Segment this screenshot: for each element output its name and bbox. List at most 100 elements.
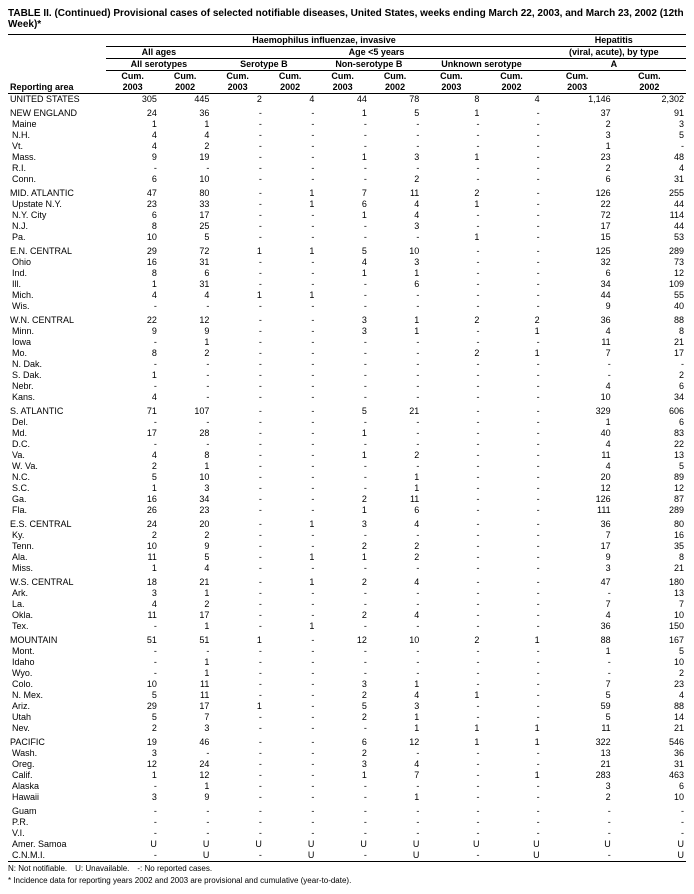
value-cell: 40 xyxy=(613,301,686,312)
value-cell: - xyxy=(369,461,421,472)
value-cell: - xyxy=(421,439,481,450)
value-cell: 283 xyxy=(542,770,613,781)
area-cell: Hawaii xyxy=(8,792,106,803)
value-cell: - xyxy=(264,337,316,348)
value-cell: - xyxy=(369,381,421,392)
value-cell: - xyxy=(211,505,263,516)
value-cell: 4 xyxy=(159,130,211,141)
value-cell: 4 xyxy=(106,392,158,403)
area-cell: Amer. Samoa xyxy=(8,839,106,850)
area-cell: Mass. xyxy=(8,152,106,163)
value-cell: 4 xyxy=(542,461,613,472)
table-row: E.N. CENTRAL297211510--125289 xyxy=(8,246,686,257)
value-cell: 12 xyxy=(316,635,368,646)
col-cum-2002: Cum. 2002 xyxy=(613,71,686,94)
table-row: Wyo.-1-------2 xyxy=(8,668,686,679)
table-row: Fla.2623--16--111289 xyxy=(8,505,686,516)
value-cell: 4 xyxy=(542,439,613,450)
value-cell: 21 xyxy=(159,577,211,588)
value-cell: - xyxy=(481,163,541,174)
value-cell: - xyxy=(369,668,421,679)
value-cell: - xyxy=(369,232,421,243)
table-row: Ala.115-112--98 xyxy=(8,552,686,563)
value-cell: U xyxy=(542,839,613,850)
value-cell: - xyxy=(481,417,541,428)
value-cell: - xyxy=(369,417,421,428)
value-cell: - xyxy=(211,657,263,668)
value-cell: - xyxy=(481,748,541,759)
value-cell: - xyxy=(211,563,263,574)
value-cell: 322 xyxy=(542,737,613,748)
value-cell: 11 xyxy=(369,188,421,199)
value-cell: - xyxy=(421,519,481,530)
value-cell: 9 xyxy=(542,552,613,563)
value-cell: - xyxy=(211,130,263,141)
value-cell: - xyxy=(264,679,316,690)
value-cell: 5 xyxy=(106,472,158,483)
area-cell: N.J. xyxy=(8,221,106,232)
value-cell: 3 xyxy=(542,563,613,574)
area-cell: N.C. xyxy=(8,472,106,483)
value-cell: 1 xyxy=(542,141,613,152)
value-cell: - xyxy=(481,439,541,450)
value-cell: 10 xyxy=(106,232,158,243)
value-cell: 6 xyxy=(613,381,686,392)
value-cell: 12 xyxy=(106,759,158,770)
value-cell: - xyxy=(264,163,316,174)
value-cell: 13 xyxy=(613,588,686,599)
value-cell: - xyxy=(264,723,316,734)
value-cell: - xyxy=(264,268,316,279)
table-title: TABLE II. (Continued) Provisional cases … xyxy=(8,8,686,30)
value-cell: 107 xyxy=(159,406,211,417)
value-cell: - xyxy=(106,828,158,839)
value-cell: 126 xyxy=(542,494,613,505)
value-cell: U xyxy=(481,850,541,862)
table-row: Mont.--------15 xyxy=(8,646,686,657)
value-cell: - xyxy=(159,163,211,174)
value-cell: 51 xyxy=(106,635,158,646)
value-cell: - xyxy=(316,723,368,734)
value-cell: 29 xyxy=(106,701,158,712)
value-cell: - xyxy=(481,541,541,552)
area-cell: S. Dak. xyxy=(8,370,106,381)
hdr-non-sero-b: Non-serotype B xyxy=(316,59,421,71)
value-cell: - xyxy=(211,417,263,428)
value-cell: - xyxy=(316,621,368,632)
value-cell: 1 xyxy=(106,563,158,574)
value-cell: 4 xyxy=(369,690,421,701)
value-cell: 1 xyxy=(264,552,316,563)
value-cell: 150 xyxy=(613,621,686,632)
value-cell: - xyxy=(106,337,158,348)
value-cell: - xyxy=(211,337,263,348)
area-cell: Nev. xyxy=(8,723,106,734)
value-cell: 11 xyxy=(542,337,613,348)
value-cell: 6 xyxy=(316,737,368,748)
value-cell: - xyxy=(421,370,481,381)
value-cell: - xyxy=(106,417,158,428)
value-cell: 4 xyxy=(106,141,158,152)
value-cell: - xyxy=(211,450,263,461)
value-cell: 1 xyxy=(316,210,368,221)
value-cell: - xyxy=(211,221,263,232)
value-cell: 2,302 xyxy=(613,94,686,106)
value-cell: 329 xyxy=(542,406,613,417)
value-cell: - xyxy=(481,221,541,232)
area-cell: S.C. xyxy=(8,483,106,494)
value-cell: - xyxy=(316,657,368,668)
area-cell: Del. xyxy=(8,417,106,428)
area-cell: MID. ATLANTIC xyxy=(8,188,106,199)
table-row: Upstate N.Y.2333-1641-2244 xyxy=(8,199,686,210)
value-cell: - xyxy=(211,268,263,279)
value-cell: - xyxy=(481,152,541,163)
table-row: R.I.--------24 xyxy=(8,163,686,174)
table-row: Alaska-1------36 xyxy=(8,781,686,792)
value-cell: 22 xyxy=(542,199,613,210)
value-cell: - xyxy=(264,370,316,381)
value-cell: 47 xyxy=(542,577,613,588)
value-cell: - xyxy=(481,621,541,632)
value-cell: - xyxy=(264,108,316,119)
value-cell: - xyxy=(481,679,541,690)
value-cell: - xyxy=(316,668,368,679)
value-cell: - xyxy=(481,119,541,130)
value-cell: 1 xyxy=(421,199,481,210)
